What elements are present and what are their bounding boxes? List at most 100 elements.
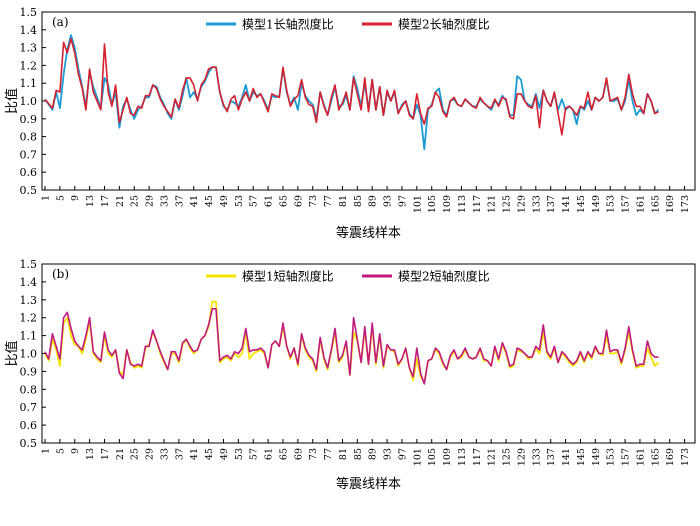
- x-tick-label: 65: [278, 448, 289, 460]
- x-tick-label: 157: [621, 195, 632, 213]
- x-tick-label: 29: [145, 448, 156, 460]
- x-tick-label: 25: [130, 448, 141, 460]
- y-tick-label: 1.4: [20, 24, 38, 37]
- x-tick-label: 101: [412, 195, 423, 213]
- x-tick-label: 29: [145, 195, 156, 207]
- x-tick-label: 85: [353, 448, 364, 460]
- x-tick-label: 1: [41, 448, 52, 454]
- x-tick-label: 133: [531, 195, 542, 213]
- x-tick-label: 17: [100, 195, 111, 207]
- x-tick-label: 37: [174, 195, 185, 207]
- panel-label: (a): [52, 15, 69, 29]
- x-tick-label: 21: [115, 448, 126, 460]
- y-tick-label: 1.2: [20, 59, 38, 72]
- y-tick-label: 1.0: [20, 95, 38, 108]
- y-tick-label: 0.9: [20, 365, 38, 378]
- x-tick-label: 157: [621, 448, 632, 466]
- x-tick-label: 77: [323, 195, 334, 207]
- x-tick-label: 169: [665, 195, 676, 213]
- x-tick-label: 141: [561, 195, 572, 213]
- x-tick-label: 5: [55, 195, 66, 201]
- x-tick-label: 173: [680, 448, 691, 466]
- y-tick-label: 0.7: [20, 148, 38, 161]
- chart-panel-1: 0.5 0.6 0.7 0.8 0.9 1.0 1.1 1.2 1.3 1.4 1.5 1 5 9 13 17…: [4, 6, 696, 241]
- y-tick-label: 1.1: [20, 330, 38, 343]
- legend-label: 模型1长轴烈度比: [242, 17, 334, 32]
- x-tick-label: 25: [130, 195, 141, 207]
- x-tick-label: 109: [442, 195, 453, 213]
- x-tick-label: 149: [591, 195, 602, 213]
- x-tick-label: 161: [635, 195, 646, 213]
- x-tick-label: 153: [606, 195, 617, 213]
- x-tick-label: 13: [85, 448, 96, 460]
- x-tick-label: 65: [278, 195, 289, 207]
- y-tick-label: 1.5: [20, 258, 38, 271]
- x-tick-label: 133: [531, 448, 542, 466]
- y-tick-label: 1.0: [20, 348, 38, 361]
- x-tick-label: 129: [516, 448, 527, 466]
- y-axis-title: 比值: [4, 340, 20, 366]
- x-tick-label: 17: [100, 448, 111, 460]
- x-tick-label: 113: [457, 195, 468, 213]
- legend-label: 模型1短轴烈度比: [242, 269, 334, 284]
- y-tick-label: 1.5: [20, 6, 38, 19]
- x-tick-label: 93: [383, 195, 394, 207]
- x-tick-label: 109: [442, 448, 453, 466]
- x-tick-label: 9: [70, 448, 81, 454]
- x-tick-label: 161: [635, 448, 646, 466]
- y-tick-label: 0.5: [20, 437, 38, 450]
- x-tick-label: 41: [189, 195, 200, 207]
- x-tick-label: 69: [293, 195, 304, 207]
- x-tick-label: 141: [561, 448, 572, 466]
- y-tick-label: 0.5: [20, 184, 38, 197]
- legend-label: 模型2短轴烈度比: [398, 269, 490, 284]
- x-tick-label: 53: [234, 448, 245, 460]
- y-tick-label: 1.1: [20, 77, 38, 90]
- x-tick-label: 89: [368, 195, 379, 207]
- x-tick-label: 153: [606, 448, 617, 466]
- x-tick-label: 117: [472, 448, 483, 466]
- x-tick-label: 137: [546, 448, 557, 466]
- x-tick-label: 165: [650, 448, 661, 466]
- plot-frame: [41, 263, 696, 444]
- y-tick-label: 0.6: [20, 419, 38, 432]
- x-tick-label: 97: [397, 448, 408, 460]
- x-tick-label: 9: [70, 195, 81, 201]
- x-tick-label: 61: [264, 195, 275, 207]
- x-tick-label: 85: [353, 195, 364, 207]
- x-tick-label: 93: [383, 448, 394, 460]
- y-tick-label: 1.3: [20, 294, 38, 307]
- x-tick-label: 105: [427, 448, 438, 466]
- y-tick-label: 0.8: [20, 383, 38, 396]
- chart-panel-2: 0.5 0.6 0.7 0.8 0.9 1.0 1.1 1.2 1.3 1.4 1.5 1 5 9 13 17…: [4, 258, 696, 492]
- x-tick-label: 89: [368, 448, 379, 460]
- x-axis-title: 等震线样本: [336, 225, 401, 241]
- x-axis-title: 等震线样本: [336, 476, 401, 492]
- x-tick-label: 145: [576, 448, 587, 466]
- y-tick-label: 0.9: [20, 113, 38, 126]
- x-tick-label: 49: [219, 448, 230, 460]
- x-tick-label: 41: [189, 448, 200, 460]
- series-line-2: [44, 308, 659, 385]
- x-tick-label: 73: [308, 195, 319, 207]
- x-tick-label: 53: [234, 195, 245, 207]
- x-tick-label: 61: [264, 448, 275, 460]
- x-tick-label: 145: [576, 195, 587, 213]
- y-axis-title: 比值: [4, 88, 20, 114]
- x-tick-label: 113: [457, 448, 468, 466]
- x-tick-label: 69: [293, 448, 304, 460]
- x-tick-label: 21: [115, 195, 126, 207]
- series-line-2: [44, 37, 659, 136]
- x-tick-label: 137: [546, 195, 557, 213]
- x-tick-label: 57: [249, 195, 260, 207]
- x-tick-label: 117: [472, 195, 483, 213]
- x-tick-label: 49: [219, 195, 230, 207]
- x-tick-label: 97: [397, 195, 408, 207]
- x-tick-label: 101: [412, 448, 423, 466]
- panel-label: (b): [52, 267, 69, 281]
- x-tick-label: 125: [502, 448, 513, 466]
- x-tick-label: 5: [55, 448, 66, 454]
- y-tick-label: 1.2: [20, 312, 38, 325]
